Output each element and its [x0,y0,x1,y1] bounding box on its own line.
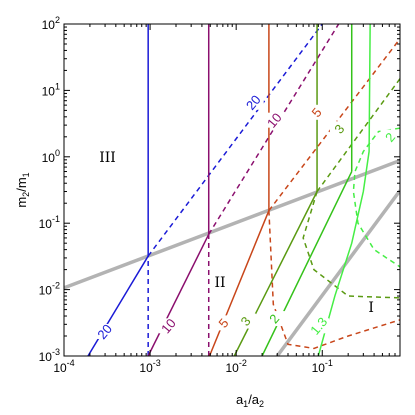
region-label-3: I [368,300,374,316]
x-tick-label-2: 10-2 [225,358,246,375]
contour-3-solid-low [208,210,270,356]
boundary-line-1 [64,158,400,290]
y-tick-label-5: 102 [42,15,60,32]
y-tick-label-3: 100 [42,148,60,165]
contour-6-label-low: 1.3 [307,314,330,337]
contour-5-label-bg-low [264,311,285,327]
x-tick-label-1: 10-3 [139,358,160,375]
contour-3-label-bg-low [213,315,234,331]
contour-1-label-bg-high [243,94,264,110]
plot-frame [63,23,401,357]
y-tick-label-4: 101 [42,81,60,98]
x-axis-title: a1/a2 [236,392,264,409]
contour-1-solid-low [87,255,149,356]
contour-6-label-bg-high [380,129,401,145]
y-tick-label-2: 10-1 [39,214,60,231]
contour-3-dashed-curve [268,210,400,350]
x-axis-title-a1: a [236,392,244,407]
y-tick-label-1: 10-2 [39,281,60,298]
region-label-2: II [215,275,226,291]
contour-1-label-bg-low [95,323,116,339]
boundary-line-2 [275,189,400,356]
contour-3-label-bg-high [307,104,328,120]
contour-6-dashed-curve [352,127,400,268]
contour-6-solid-curve [317,24,371,356]
contour-2-label-bg-high [264,112,285,128]
data-layer [64,24,400,356]
contour-4-label-bg-high [329,121,350,137]
x-tick-label-3: 10-1 [312,358,333,375]
contour-4-label-bg-low [235,313,256,329]
region-label-1: III [99,150,116,166]
y-tick-label-0: 10-3 [39,347,60,364]
y-axis-title: m2/m1 [14,172,31,207]
contour-2-solid-low [147,233,210,356]
contour-4-solid-low [233,191,318,356]
x-tick-label-0: 10-4 [53,358,74,375]
contour-6-label-bg-low [309,318,330,334]
contour-2-label-bg-low [158,318,179,334]
contour-4-dashed-curve [302,191,400,299]
contour-1-dashed-high [147,24,323,257]
